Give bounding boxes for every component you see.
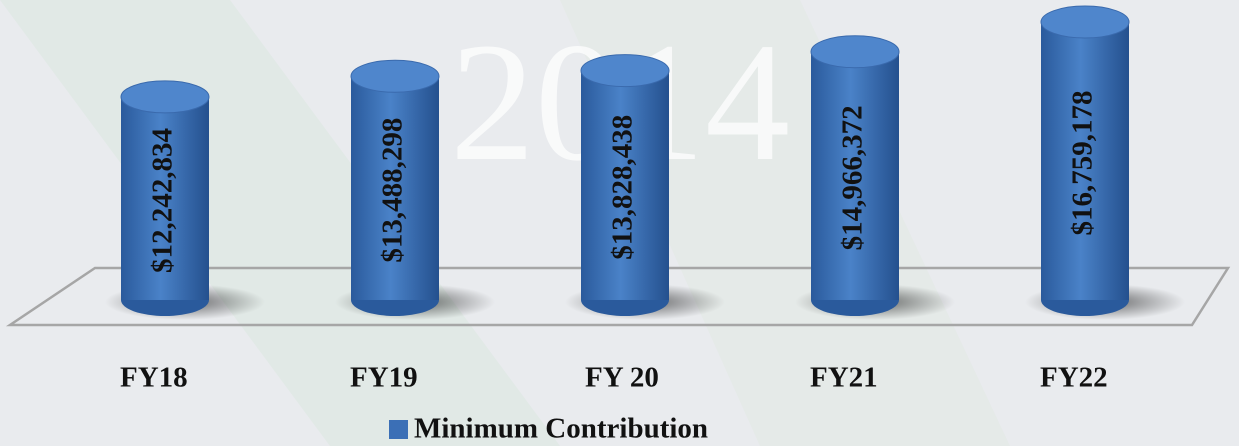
data-label: $12,242,834	[147, 128, 179, 273]
background-band	[560, 0, 1010, 446]
cylinder-top	[580, 54, 670, 88]
x-tick-label: FY21	[810, 362, 878, 394]
x-tick-label: FY22	[1040, 362, 1108, 394]
legend-swatch	[389, 420, 408, 439]
bar	[121, 96, 209, 300]
data-label: $13,488,298	[377, 118, 409, 263]
x-tick-label: FY18	[120, 362, 188, 394]
cylinder-top	[1040, 5, 1130, 39]
cylinder-top	[120, 80, 210, 114]
data-label: $16,759,178	[1067, 91, 1099, 236]
bar	[581, 70, 669, 300]
x-tick-label: FY19	[350, 362, 418, 394]
bar	[351, 76, 439, 301]
x-tick-label: FY 20	[585, 362, 659, 394]
cylinder-top	[810, 35, 900, 69]
data-label: $14,966,372	[837, 105, 869, 250]
bar	[811, 51, 899, 300]
plot-area: $12,242,834 FY18 $13,488,298 FY19 $13,828,43…	[105, 5, 1185, 445]
cylinder-top	[350, 59, 440, 93]
data-label: $13,828,438	[607, 115, 639, 260]
legend-label: Minimum Contribution	[414, 413, 708, 445]
bar	[1041, 22, 1129, 300]
